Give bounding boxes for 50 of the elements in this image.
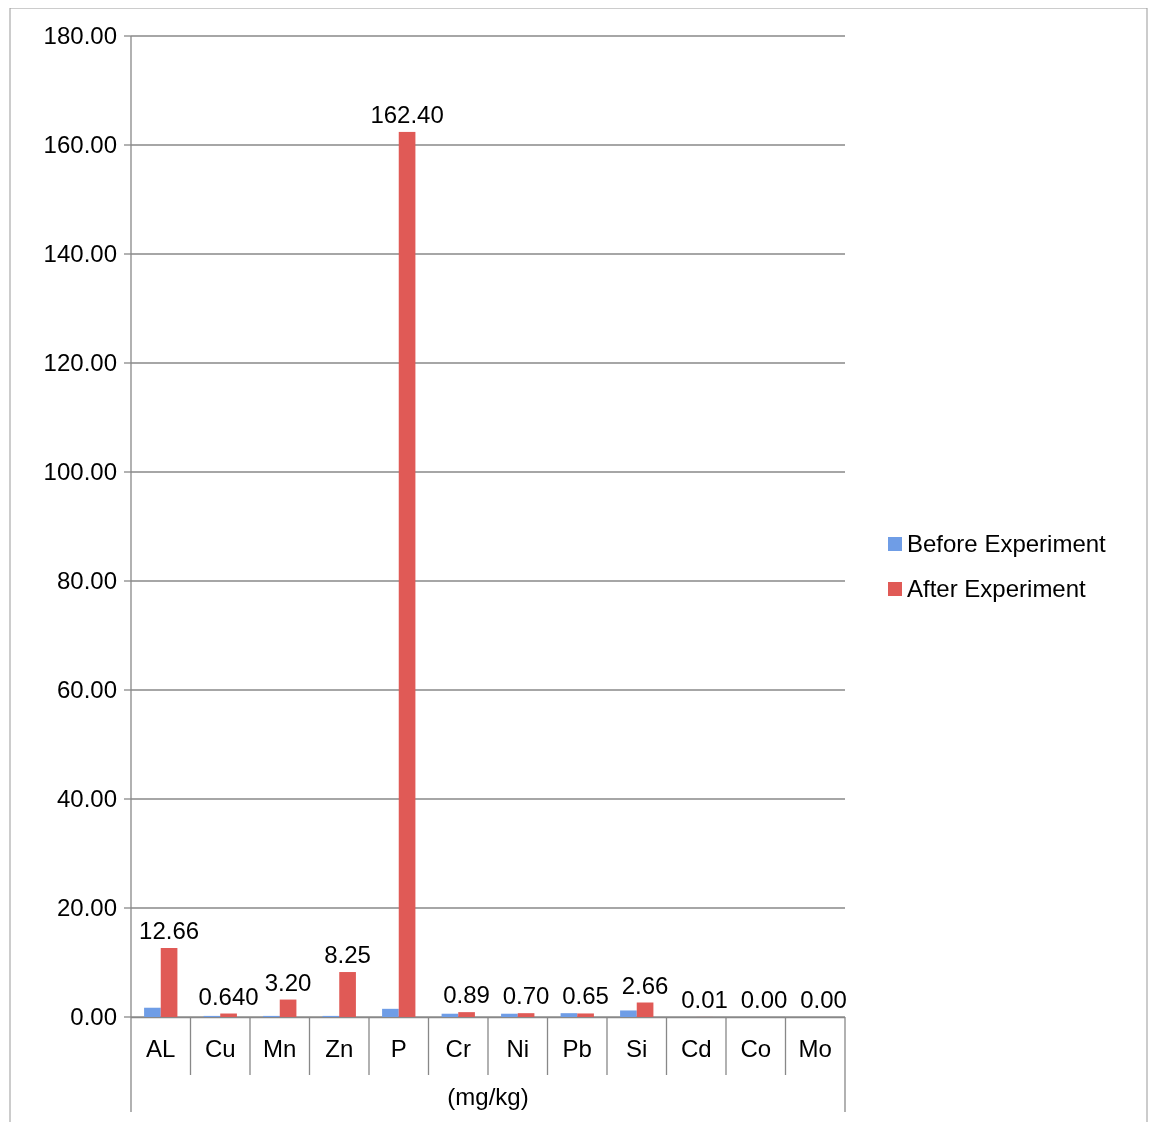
data-label: 3.20 <box>264 968 312 996</box>
data-label: 0.00 <box>740 986 788 1013</box>
data-label: 8.25 <box>324 941 371 969</box>
data-label: 0.00 <box>800 986 847 1013</box>
legend-label: After Experiment <box>907 575 1087 603</box>
data-label: 0.89 <box>443 981 490 1009</box>
y-tick-label: 180.00 <box>43 22 117 50</box>
x-tick-label: Cu <box>204 1035 236 1063</box>
x-tick-label: Cr <box>445 1035 471 1063</box>
y-tick-label: 120.00 <box>43 349 117 377</box>
bar <box>144 1007 161 1017</box>
y-tick-label: 160.00 <box>43 131 117 159</box>
data-label: 0.70 <box>502 982 550 1010</box>
x-tick-label: P <box>390 1035 407 1063</box>
x-tick-label: Pb <box>562 1035 592 1063</box>
x-tick-label: Zn <box>325 1035 354 1063</box>
bar <box>620 1010 637 1017</box>
bar <box>560 1013 578 1017</box>
data-label: 0.640 <box>198 982 259 1010</box>
bar <box>279 999 297 1017</box>
y-tick-label: 40.00 <box>56 785 117 813</box>
bar <box>517 1013 535 1017</box>
x-tick-label: Ni <box>506 1035 530 1063</box>
x-axis-title: (mg/kg) <box>447 1083 529 1111</box>
x-tick-label: Co <box>740 1035 772 1063</box>
y-tick-label: 60.00 <box>56 676 117 704</box>
bar <box>458 1012 475 1017</box>
data-label: 2.66 <box>621 971 669 999</box>
data-label: 162.40 <box>370 100 444 128</box>
x-tick-label: Mn <box>263 1035 297 1063</box>
data-label: 12.66 <box>139 917 200 944</box>
bar <box>160 948 178 1017</box>
data-label: 0.65 <box>562 982 609 1010</box>
x-tick-label: Cd <box>680 1035 712 1063</box>
y-tick-label: 140.00 <box>43 240 117 268</box>
bar <box>577 1013 594 1017</box>
bar <box>636 1002 654 1017</box>
data-label: 0.01 <box>681 985 728 1013</box>
x-tick-label: Si <box>626 1035 648 1063</box>
bar <box>382 1008 399 1018</box>
bar <box>398 131 416 1017</box>
y-tick-label: 100.00 <box>43 458 117 486</box>
y-tick-label: 0.00 <box>70 1003 117 1031</box>
y-tick-label: 20.00 <box>56 894 117 922</box>
bar <box>501 1013 518 1017</box>
y-tick-label: 80.00 <box>56 567 117 595</box>
x-tick-label: Mo <box>798 1035 832 1063</box>
bar <box>339 972 356 1017</box>
legend-label: Before Experiment <box>907 530 1107 558</box>
x-tick-label: AL <box>146 1035 176 1063</box>
